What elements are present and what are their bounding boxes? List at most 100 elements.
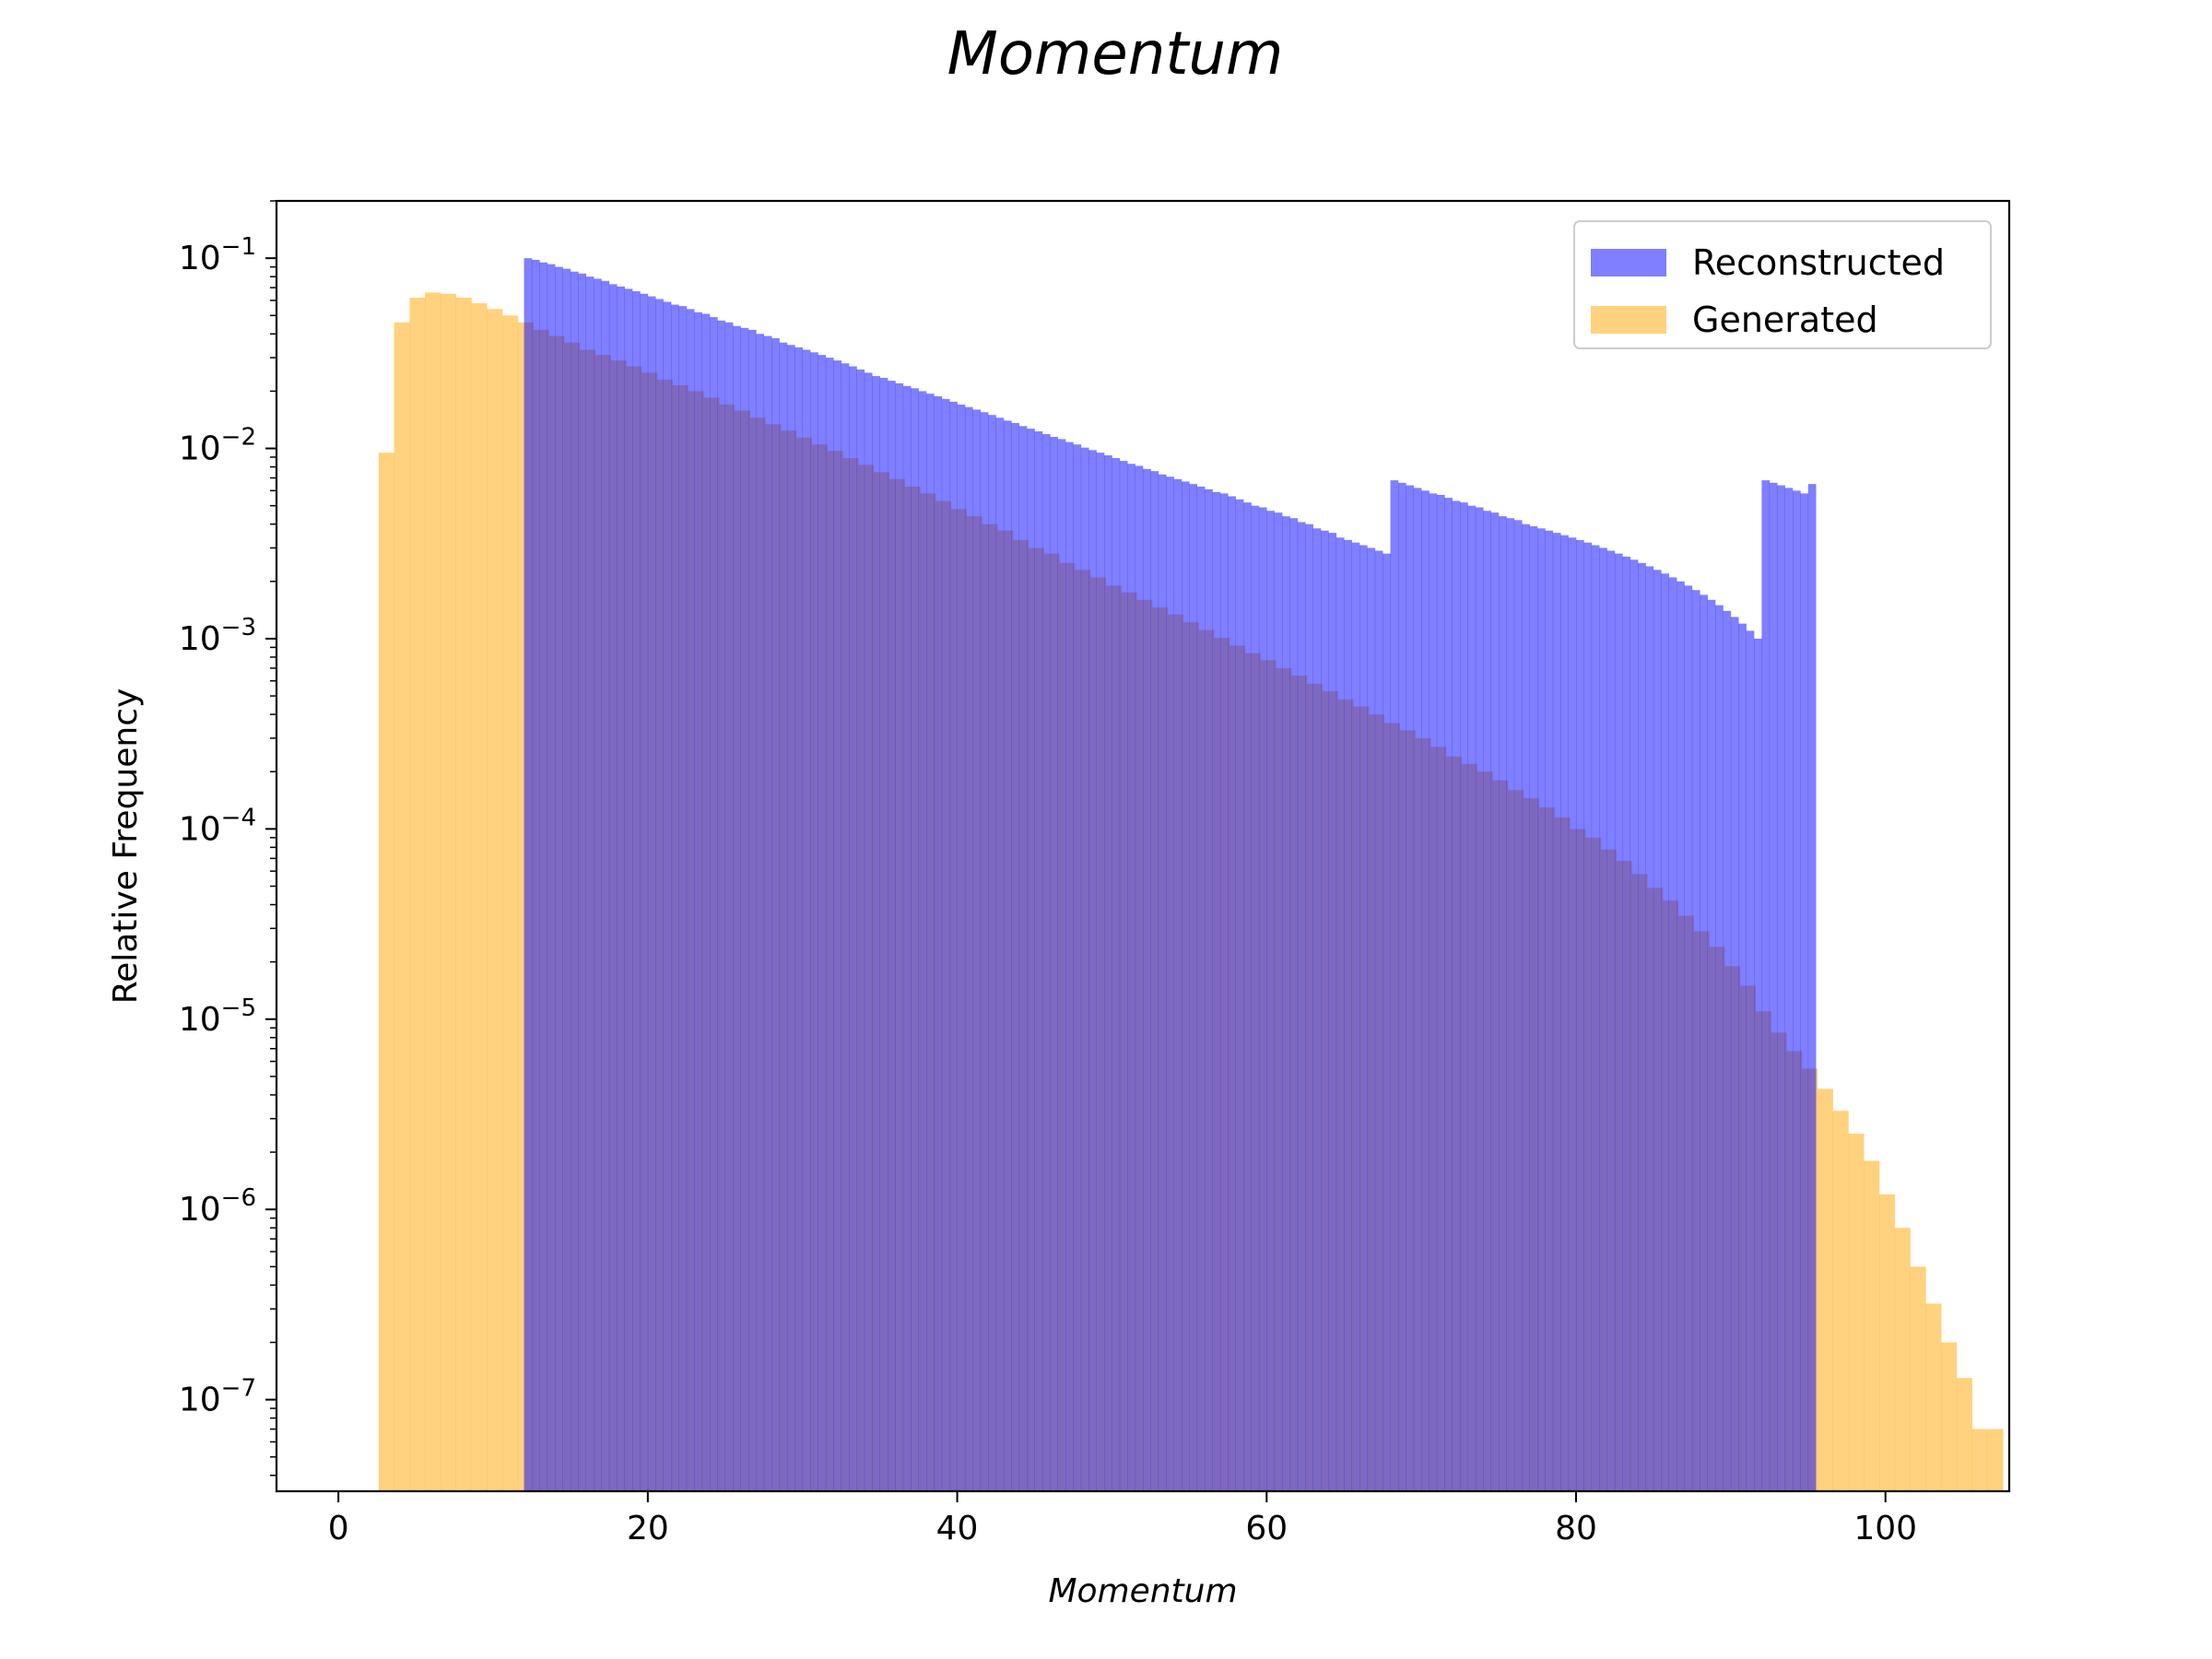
bar	[1406, 485, 1415, 1491]
bar	[1941, 1342, 1958, 1491]
bar	[455, 297, 472, 1491]
bar	[941, 398, 950, 1491]
bar	[1297, 522, 1306, 1491]
bar	[1691, 590, 1700, 1491]
bar	[1614, 553, 1623, 1491]
legend-box	[1573, 220, 1992, 349]
bar	[724, 322, 734, 1491]
bar	[1754, 638, 1762, 1491]
bar	[594, 278, 602, 1491]
y-axis: 10−710−610−510−410−310−210−1	[179, 200, 276, 1477]
y-tick-label: 10−4	[179, 804, 256, 848]
bar	[531, 259, 540, 1492]
bar	[818, 355, 827, 1491]
bar	[1073, 444, 1082, 1492]
bar	[1351, 542, 1360, 1492]
bar	[624, 288, 633, 1491]
bar	[640, 293, 649, 1491]
y-tick-exponent: −4	[221, 804, 256, 831]
bar	[487, 309, 503, 1491]
bar	[1413, 488, 1422, 1491]
bar	[601, 280, 610, 1491]
y-tick-base: 10	[179, 620, 221, 658]
bar	[740, 327, 749, 1491]
bar	[949, 401, 958, 1491]
bar	[1335, 537, 1345, 1491]
bar	[1444, 498, 1453, 1491]
legend-swatch	[1591, 306, 1666, 334]
bar	[902, 385, 912, 1491]
bar	[934, 395, 943, 1492]
bar	[1429, 493, 1438, 1491]
bar	[1661, 573, 1670, 1491]
bar	[1864, 1160, 1880, 1491]
bar	[926, 394, 935, 1491]
bar	[1700, 594, 1708, 1491]
bar	[1181, 481, 1190, 1492]
bar	[1630, 559, 1639, 1491]
bar	[1228, 496, 1237, 1491]
bar	[1065, 441, 1074, 1491]
bar	[1638, 562, 1646, 1491]
y-tick-base: 10	[179, 240, 221, 277]
bar	[378, 453, 394, 1491]
bar	[833, 360, 841, 1492]
bar	[1576, 539, 1584, 1492]
bar	[849, 366, 857, 1491]
y-tick-exponent: −6	[221, 1184, 256, 1212]
x-tick-label: 0	[328, 1510, 349, 1547]
bar	[1653, 570, 1662, 1491]
bar	[539, 262, 548, 1492]
bar	[394, 322, 410, 1491]
bar	[1003, 420, 1012, 1491]
y-tick-exponent: −3	[221, 614, 256, 641]
bar	[1143, 468, 1151, 1491]
bar	[825, 358, 834, 1491]
y-tick-base: 10	[179, 1191, 221, 1229]
bar	[555, 266, 563, 1492]
bar	[1513, 520, 1523, 1491]
bar	[786, 345, 795, 1491]
legend-label: Generated	[1692, 300, 1878, 340]
bar	[771, 337, 780, 1491]
bar	[756, 334, 765, 1491]
bar	[1011, 422, 1020, 1491]
bar	[957, 404, 966, 1492]
bar	[663, 301, 672, 1492]
bar	[1832, 1111, 1849, 1491]
bar	[1622, 556, 1631, 1491]
bar	[1545, 530, 1554, 1492]
bar	[1321, 530, 1329, 1492]
bar	[1746, 630, 1755, 1491]
bar	[1196, 486, 1206, 1491]
chart-title: Momentum	[947, 20, 1284, 88]
bar	[678, 306, 688, 1491]
bar	[1189, 484, 1198, 1492]
bar	[856, 369, 865, 1491]
bar	[570, 271, 579, 1492]
y-tick-base: 10	[179, 430, 221, 468]
bar	[763, 335, 772, 1491]
bar	[1645, 566, 1654, 1491]
bar	[1910, 1266, 1926, 1491]
bar	[686, 309, 695, 1491]
bar	[1761, 480, 1771, 1491]
x-tick-label: 100	[1853, 1510, 1917, 1547]
bar	[1359, 545, 1368, 1491]
bar	[694, 312, 702, 1491]
bar	[1088, 450, 1097, 1491]
bar	[585, 276, 594, 1491]
bar	[1305, 524, 1313, 1492]
bar	[1166, 477, 1174, 1491]
bar	[1591, 545, 1600, 1491]
bar	[1135, 465, 1144, 1492]
bar	[1034, 430, 1043, 1491]
bar	[547, 264, 556, 1491]
bar	[1397, 482, 1406, 1491]
bar	[1568, 537, 1577, 1491]
y-tick-label: 10−2	[179, 424, 256, 468]
bar	[1127, 464, 1135, 1491]
bar	[1219, 493, 1229, 1491]
bar	[1436, 494, 1445, 1492]
bar	[980, 412, 989, 1491]
